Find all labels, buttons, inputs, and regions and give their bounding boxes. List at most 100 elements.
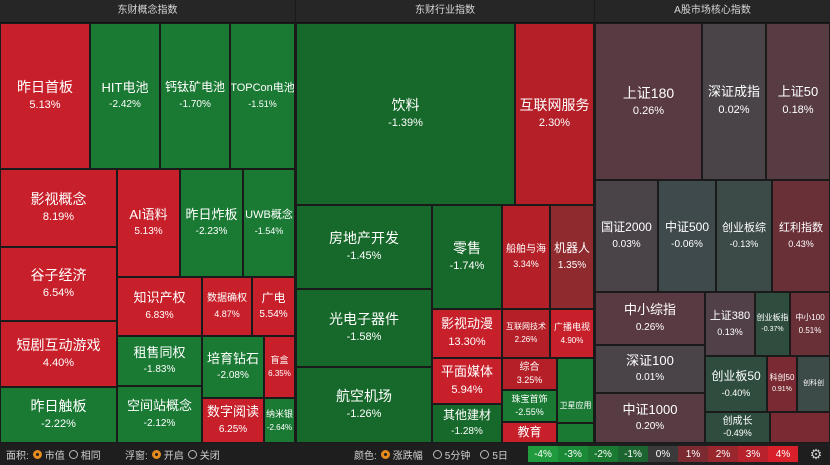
tile-name: 数据确权 [207,293,247,305]
tile-value: 5.13% [29,99,61,112]
tile-name: 创业板指 [756,313,789,323]
tile-value: 1.35% [557,259,587,271]
radio-area-equal[interactable] [68,449,78,459]
tile-value: -1.51% [248,98,277,109]
tile[interactable]: 国证2000 0.03% [595,180,658,292]
tile[interactable]: 知识产权 6.83% [117,277,202,336]
tile[interactable]: 中证500 -0.06% [658,180,716,292]
float-option-on[interactable]: 开启 [163,450,184,462]
tile-name: 钙钛矿电池 [164,80,225,95]
tile[interactable]: 卫星应用 [557,358,594,423]
tile[interactable]: 上证180 0.26% [595,23,702,180]
tile-value: -1.28% [451,426,483,438]
tile[interactable]: 其他建材 -1.28% [432,404,502,443]
tile[interactable]: 机器人 1.35% [550,205,594,309]
tile[interactable]: 创科创 [797,356,830,412]
gear-icon[interactable]: ⚙ [809,446,823,462]
area-option-equal[interactable]: 相同 [80,450,101,462]
radio-color-5day[interactable] [480,449,490,459]
tile[interactable]: AI语料 5.13% [117,169,180,277]
color-option-5min[interactable]: 5分钟 [444,450,471,462]
radio-area-market-cap[interactable] [32,449,42,459]
tile[interactable]: 红利指数 0.43% [772,180,830,292]
tile[interactable] [557,423,594,443]
area-option-market-cap[interactable]: 市值 [44,450,65,462]
tile-name: 纳米银 [265,408,293,419]
tile-name: 广播电视 [553,321,590,332]
tile[interactable]: HIT电池 -2.42% [90,23,160,169]
tile-name: 深证成指 [707,84,760,100]
tile-name: 短剧互动游戏 [16,337,101,354]
tile[interactable]: 昨日触板 -2.22% [0,387,117,443]
tile[interactable]: 珠宝首饰 -2.55% [502,390,557,422]
radio-float-off[interactable] [187,449,197,459]
tile-value: -0.49% [723,428,752,439]
tile-name: 综合 [519,361,540,373]
tile-name: UWB概念 [245,209,293,222]
legend-cell: -1% [618,446,648,462]
tile[interactable]: 综合 3.25% [502,358,557,390]
tile[interactable]: 科创50 0.91% [767,356,797,412]
tile-value: -0.06% [671,238,703,250]
tile[interactable]: 培育钻石 -2.08% [202,336,264,398]
tile[interactable]: 影视动漫 13.30% [432,309,502,358]
tile[interactable]: UWB概念 -1.54% [243,169,295,277]
tile[interactable]: 中小100 0.51% [790,292,830,356]
tile[interactable]: 深证成指 0.02% [702,23,766,180]
tile[interactable]: 数据确权 4.87% [202,277,252,336]
color-option-change[interactable]: 涨跌幅 [392,450,423,462]
tile[interactable]: 船舶与海 3.34% [502,205,550,309]
tile[interactable] [770,412,830,443]
tile[interactable]: 创成长 -0.49% [705,412,770,443]
tile[interactable]: 昨日首板 5.13% [0,23,90,169]
tile[interactable]: 空间站概念 -2.12% [117,386,202,443]
tile-value: 0.26% [632,104,665,117]
color-option-5day[interactable]: 5日 [492,450,508,462]
tile[interactable]: TOPCon电池 -1.51% [230,23,295,169]
tile-name: 影视动漫 [440,316,493,332]
tile[interactable]: 上证380 0.13% [705,292,755,356]
tile[interactable]: 创业板50 -0.40% [705,356,767,412]
tile-name: 饮料 [391,97,420,114]
tile-name: 知识产权 [133,290,186,306]
radio-color-change[interactable] [380,449,390,459]
tile[interactable]: 互联网服务 2.30% [515,23,594,205]
tile-value: 6.54% [42,287,75,300]
tile[interactable]: 创业板指 -0.37% [755,292,790,356]
tile[interactable]: 广播电视 4.90% [550,309,594,358]
tile[interactable]: 互联网技术 2.26% [502,309,550,358]
tile[interactable]: 谷子经济 6.54% [0,247,117,321]
tile[interactable]: 航空机场 -1.26% [296,367,432,443]
tile[interactable]: 数字阅读 6.25% [202,398,264,443]
tile[interactable]: 教育 [502,422,557,443]
tile-name: 互联网技术 [506,322,546,332]
tile[interactable]: 租售同权 -1.83% [117,336,202,386]
tile[interactable]: 饮料 -1.39% [296,23,515,205]
radio-float-on[interactable] [151,449,161,459]
tile[interactable]: 平面媒体 5.94% [432,358,502,404]
tile-name: TOPCon电池 [230,82,295,95]
float-option-off[interactable]: 关闭 [199,450,220,462]
tile[interactable]: 中小综指 0.26% [595,292,705,345]
tile[interactable]: 房地产开发 -1.45% [296,205,432,289]
tile[interactable]: 钙钛矿电池 -1.70% [160,23,230,169]
tile-name: 空间站概念 [126,398,192,414]
tile[interactable]: 深证100 0.01% [595,345,705,393]
tile[interactable]: 短剧互动游戏 4.40% [0,321,117,387]
tile[interactable]: 盲盒 6.35% [264,336,295,398]
tile-value: 13.30% [448,336,486,349]
tile[interactable]: 创业板综 -0.13% [716,180,772,292]
tile[interactable]: 中证1000 0.20% [595,393,705,443]
tile[interactable]: 光电子器件 -1.58% [296,289,432,367]
tile[interactable]: 零售 -1.74% [432,205,502,309]
tile[interactable]: 广电 5.54% [252,277,295,336]
tile[interactable]: 影视概念 8.19% [0,169,117,247]
tile[interactable]: 昨日炸板 -2.23% [180,169,243,277]
tile-value: -0.40% [721,387,751,398]
tile-name: 科创50 [769,373,795,383]
tile[interactable]: 上证50 0.18% [766,23,830,180]
tile-value: 0.03% [612,238,641,250]
radio-color-5min[interactable] [432,449,442,459]
tile-name: 其他建材 [442,407,491,422]
tile[interactable]: 纳米银 -2.64% [264,398,295,443]
